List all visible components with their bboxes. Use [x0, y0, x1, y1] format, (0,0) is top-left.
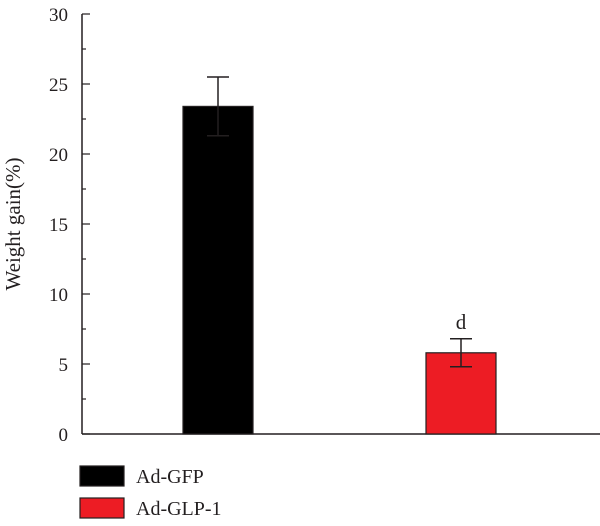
- y-axis-title: Weight gain(%): [1, 157, 25, 290]
- axes: [81, 14, 600, 435]
- y-tick-label: 25: [49, 75, 68, 96]
- y-tick-label: 5: [59, 355, 69, 376]
- bars: d: [182, 76, 497, 435]
- bar-ad-gfp: [182, 105, 254, 435]
- significance-annotation: d: [456, 310, 467, 334]
- legend-swatch: [79, 497, 125, 519]
- y-tick-label: 10: [49, 285, 68, 306]
- y-tick-label: 30: [49, 5, 68, 26]
- legend-label: Ad-GFP: [136, 466, 204, 488]
- legend-swatch: [79, 465, 125, 487]
- legend: Ad-GFP Ad-GLP-1: [79, 465, 222, 520]
- y-axis-ticks: 0 5 10 15 20 25 30: [49, 5, 90, 446]
- y-tick-label: 20: [49, 145, 68, 166]
- legend-label: Ad-GLP-1: [136, 498, 222, 520]
- y-tick-label: 0: [59, 425, 69, 446]
- y-tick-label: 15: [49, 215, 68, 236]
